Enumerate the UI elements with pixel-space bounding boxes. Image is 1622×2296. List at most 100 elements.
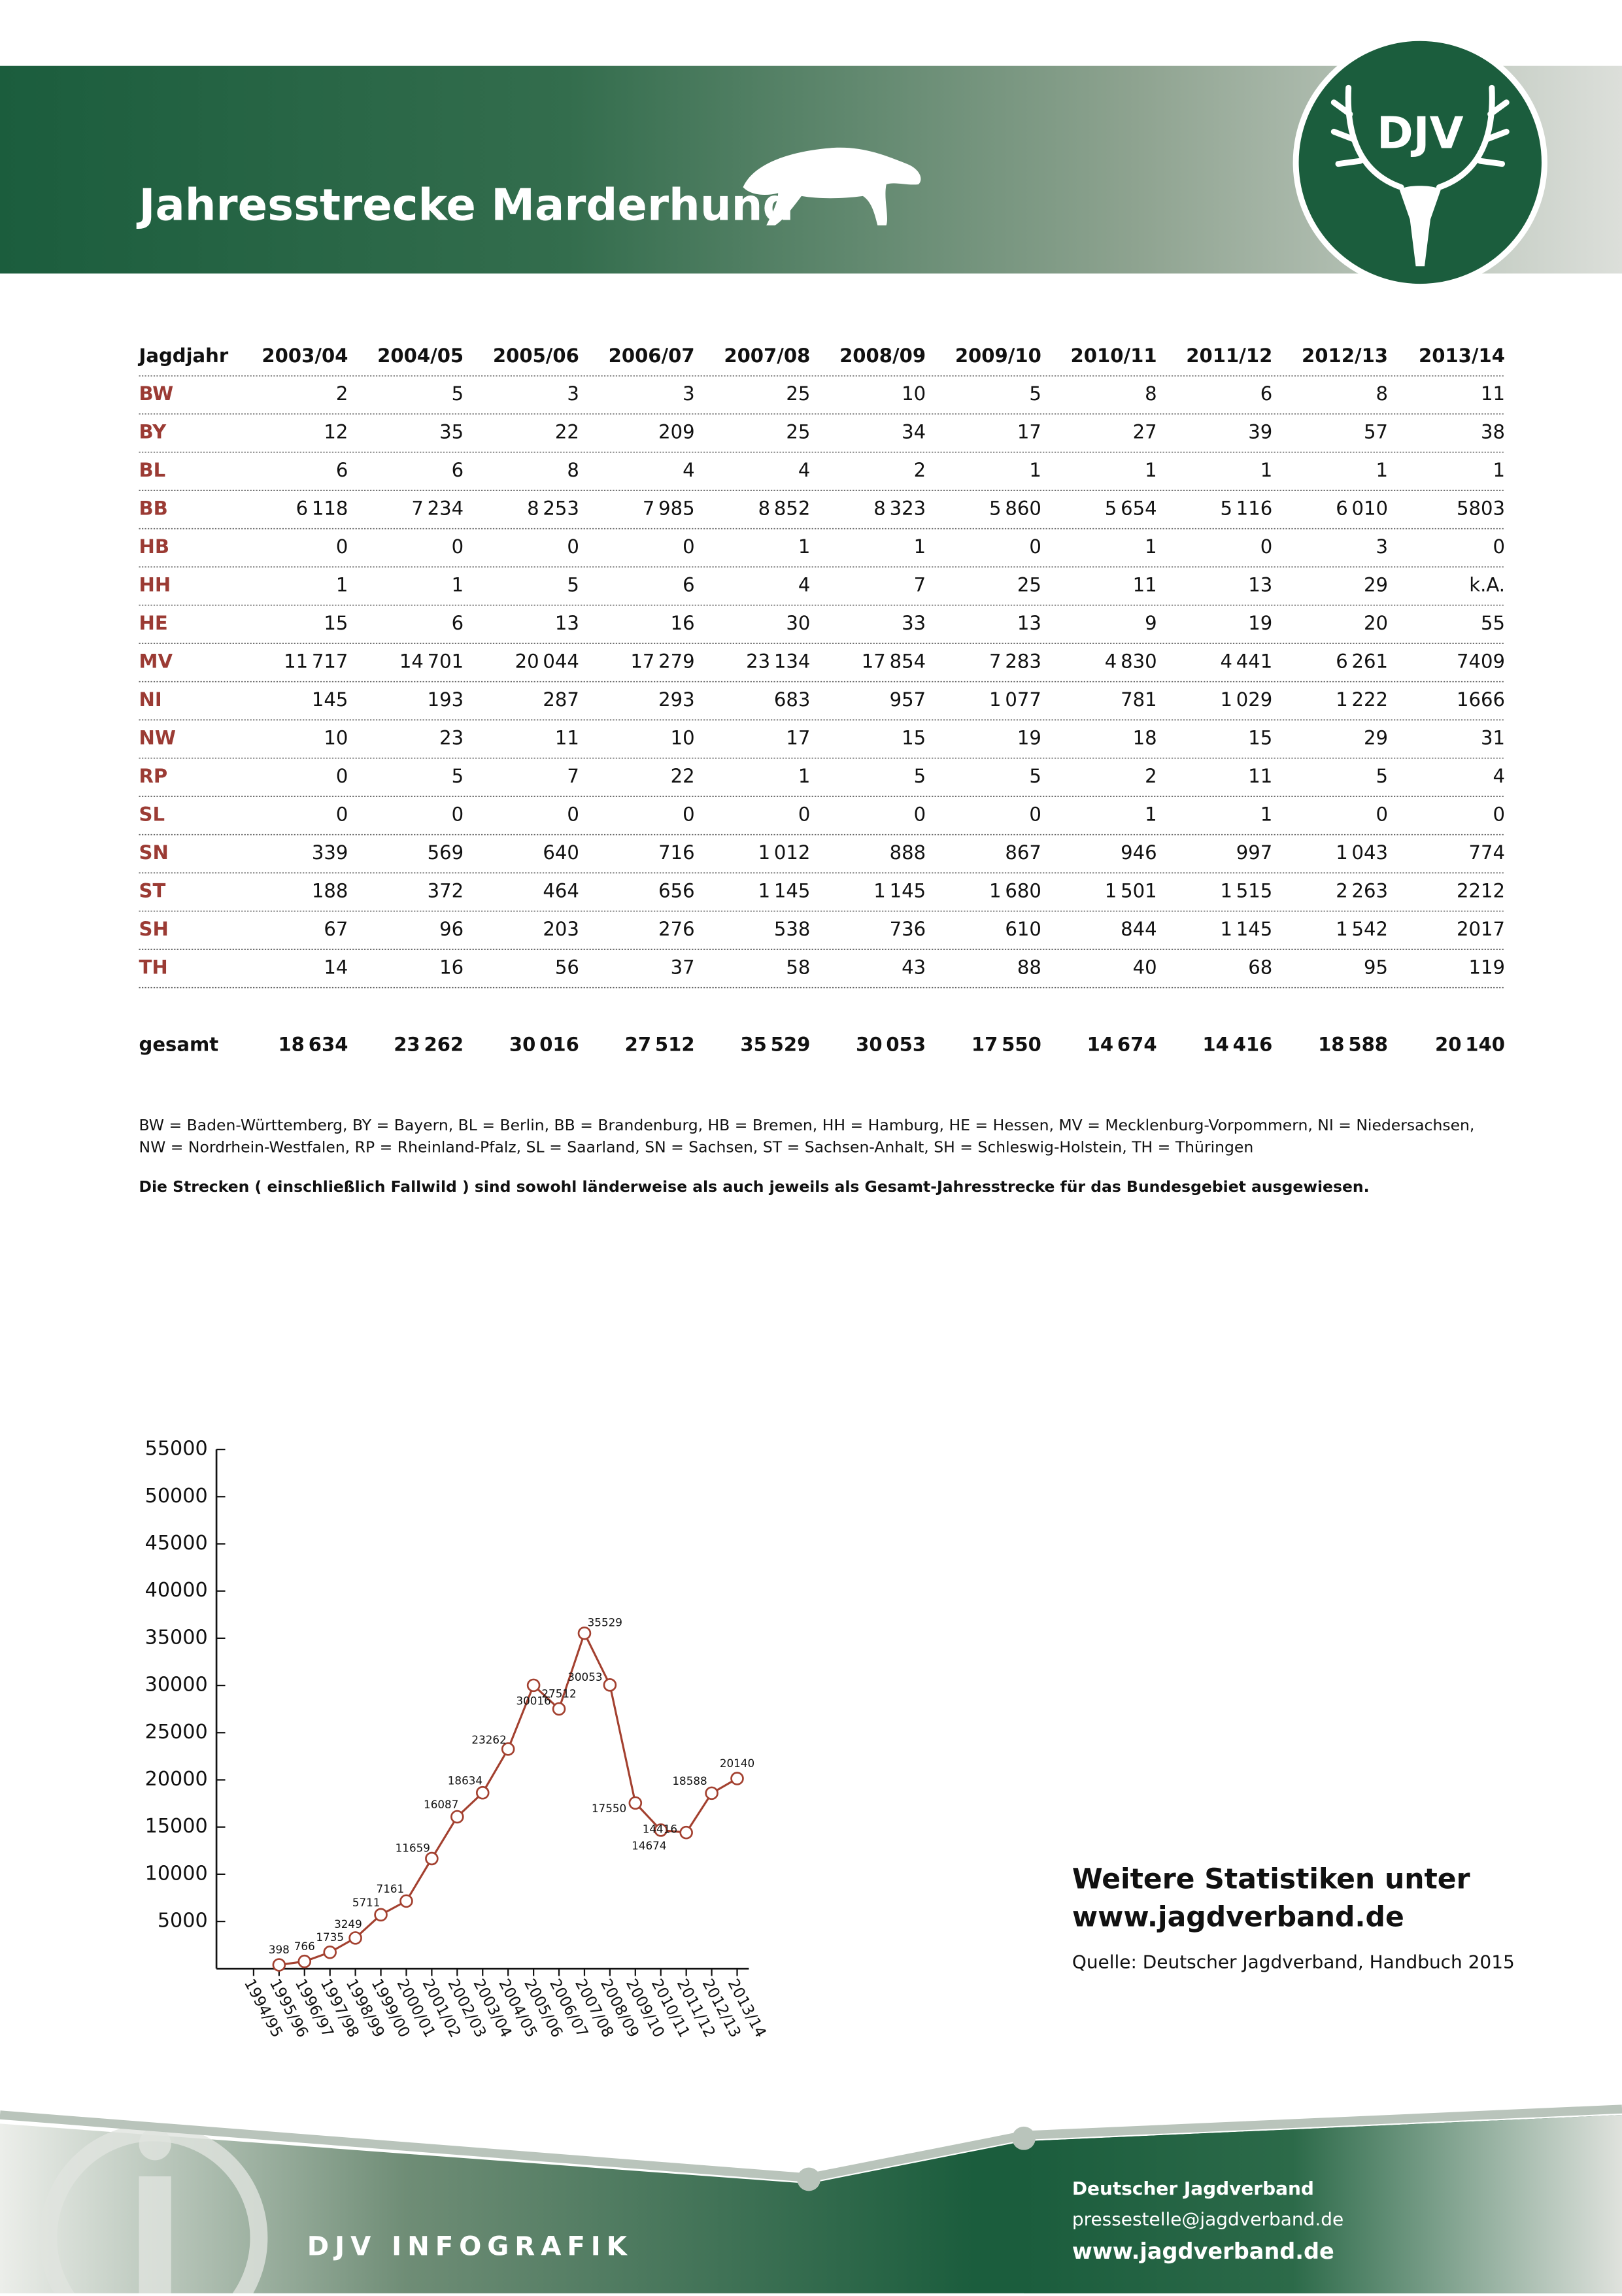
row-label: NI bbox=[139, 688, 162, 711]
page-title: Jahresstrecke Marderhund bbox=[137, 179, 794, 230]
cell: 3 bbox=[567, 382, 579, 405]
y-tick-label: 45000 bbox=[145, 1532, 208, 1555]
cell: 736 bbox=[890, 918, 926, 940]
cell: 6 bbox=[683, 574, 695, 596]
cell: 57 bbox=[1364, 421, 1388, 443]
cell: 8 bbox=[567, 459, 579, 481]
cell: 7 bbox=[914, 574, 926, 596]
y-tick-label: 55000 bbox=[145, 1438, 208, 1460]
footer-email: pressestelle@jagdverband.de bbox=[1072, 2208, 1343, 2230]
cell: 2012/13 bbox=[1302, 345, 1388, 367]
cell: 5 bbox=[452, 382, 464, 405]
cell: 844 bbox=[1121, 918, 1157, 940]
point bbox=[475, 1785, 490, 1800]
cell: 43 bbox=[902, 956, 926, 979]
cell: 34 bbox=[902, 421, 926, 443]
y-tick-label: 35000 bbox=[145, 1626, 208, 1649]
point bbox=[526, 1678, 541, 1693]
cell: 4 bbox=[798, 459, 811, 481]
cell: 1 515 bbox=[1221, 880, 1273, 902]
cell: 6 010 bbox=[1336, 498, 1388, 520]
point bbox=[679, 1825, 693, 1840]
cell: 56 bbox=[555, 956, 579, 979]
cell: 2 bbox=[1145, 765, 1157, 787]
legend-line: BW = Baden-Württemberg, BY = Bayern, BL … bbox=[139, 1116, 1475, 1134]
footer-dot bbox=[1012, 2126, 1036, 2150]
data-label: 5711 bbox=[352, 1896, 380, 1909]
cell: 5803 bbox=[1457, 498, 1505, 520]
cell: 7 283 bbox=[989, 650, 1041, 673]
cell: 716 bbox=[658, 841, 695, 864]
cell: 656 bbox=[658, 880, 695, 902]
cell: 15 bbox=[1248, 727, 1272, 749]
cell: 339 bbox=[312, 841, 348, 864]
point bbox=[552, 1702, 566, 1716]
cell: 1 bbox=[1260, 459, 1273, 481]
cell: 14 416 bbox=[1202, 1034, 1272, 1056]
cell: 5 bbox=[567, 574, 579, 596]
cell: 1 bbox=[798, 535, 811, 558]
point bbox=[348, 1931, 362, 1945]
cell: 2010/11 bbox=[1071, 345, 1157, 367]
cell: 29 bbox=[1364, 727, 1388, 749]
footer-web: www.jagdverband.de bbox=[1072, 2238, 1334, 2264]
y-tick-label: 5000 bbox=[158, 1910, 208, 1933]
cell: 1 012 bbox=[758, 841, 811, 864]
cell: 18 bbox=[1133, 727, 1157, 749]
data-label: 11659 bbox=[396, 1841, 430, 1854]
row-label: HE bbox=[139, 612, 168, 634]
cell: 0 bbox=[914, 803, 926, 826]
cell: 68 bbox=[1248, 956, 1272, 979]
cell: 0 bbox=[1376, 803, 1389, 826]
footer-org: Deutscher Jagdverband bbox=[1072, 2178, 1314, 2199]
cell: 1 029 bbox=[1221, 688, 1273, 711]
cell: 145 bbox=[312, 688, 348, 711]
point bbox=[501, 1742, 515, 1756]
cell: 25 bbox=[1017, 574, 1041, 596]
cell: 888 bbox=[890, 841, 926, 864]
cell: 11 bbox=[1133, 574, 1157, 596]
cell: 193 bbox=[428, 688, 464, 711]
cell: 781 bbox=[1121, 688, 1157, 711]
cell: 276 bbox=[658, 918, 695, 940]
cell: 3 bbox=[1376, 535, 1389, 558]
cell: 7409 bbox=[1457, 650, 1505, 673]
cell: 20 bbox=[1364, 612, 1388, 634]
cell: 683 bbox=[774, 688, 811, 711]
cell: 0 bbox=[1029, 535, 1041, 558]
cell: 0 bbox=[336, 765, 348, 787]
cell: 11 717 bbox=[284, 650, 348, 673]
line-series bbox=[279, 1630, 738, 1967]
cell: 4 441 bbox=[1221, 650, 1273, 673]
cell: 37 bbox=[671, 956, 695, 979]
data-label: 14416 bbox=[643, 1823, 677, 1836]
cell: 10 bbox=[324, 727, 348, 749]
row-label: SH bbox=[139, 918, 169, 940]
point bbox=[323, 1945, 337, 1959]
cell: 88 bbox=[1017, 956, 1041, 979]
cell: 11 bbox=[1481, 382, 1505, 405]
footer-line bbox=[0, 2104, 1622, 2182]
cell: 6 118 bbox=[296, 498, 348, 520]
cell: 1 bbox=[1376, 459, 1389, 481]
cell: 11 bbox=[1248, 765, 1272, 787]
cell: 2009/10 bbox=[955, 345, 1041, 367]
cell: 1666 bbox=[1457, 688, 1505, 711]
cell: 1 bbox=[336, 574, 348, 596]
cell: 1 bbox=[452, 574, 464, 596]
row-label: MV bbox=[139, 650, 173, 673]
cell: 287 bbox=[543, 688, 579, 711]
cell: k.A. bbox=[1469, 574, 1505, 596]
cell: 2007/08 bbox=[724, 345, 810, 367]
row-label: NW bbox=[139, 727, 176, 749]
cell: 13 bbox=[1248, 574, 1272, 596]
cell: 5 860 bbox=[989, 498, 1041, 520]
cell: 4 bbox=[798, 574, 811, 596]
cell: 4 830 bbox=[1105, 650, 1157, 673]
row-label: BY bbox=[139, 421, 167, 443]
y-tick-label: 20000 bbox=[145, 1768, 208, 1791]
cell: 4 bbox=[1493, 765, 1506, 787]
cell: 18 634 bbox=[278, 1034, 348, 1056]
cell: 372 bbox=[428, 880, 464, 902]
